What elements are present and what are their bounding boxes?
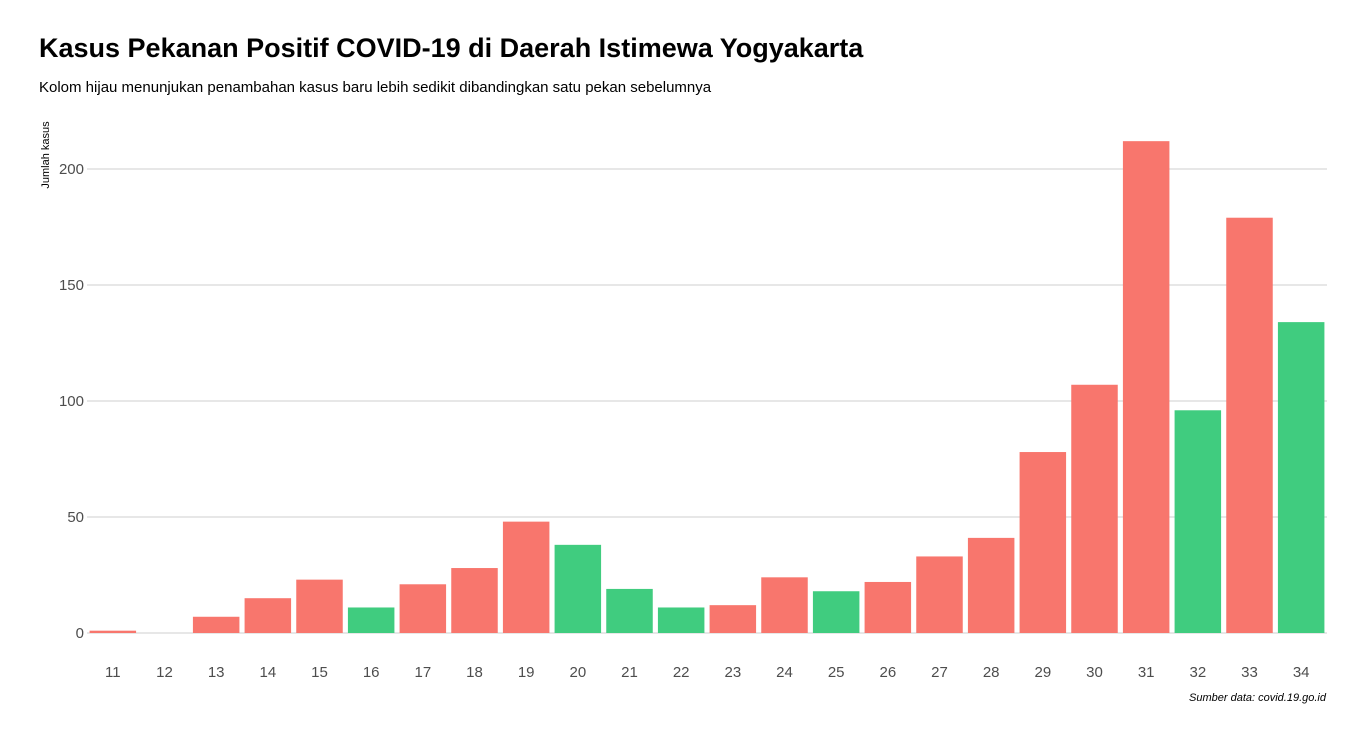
y-tick-label: 50 xyxy=(67,509,84,526)
bar-week-15 xyxy=(296,579,343,633)
x-tick-label: 16 xyxy=(363,664,380,681)
x-tick-label: 30 xyxy=(1086,664,1103,681)
x-tick-label: 23 xyxy=(724,664,741,681)
y-tick-label: 0 xyxy=(76,625,84,642)
y-tick-label: 150 xyxy=(59,277,84,294)
bar-week-33 xyxy=(1226,217,1273,633)
x-tick-label: 11 xyxy=(105,664,121,681)
bar-week-23 xyxy=(709,605,757,633)
source-caption: Sumber data: covid.19.go.id xyxy=(1189,692,1326,704)
bar-week-31 xyxy=(1122,141,1170,633)
bar-week-25 xyxy=(812,591,860,633)
y-axis-ticks: 0 50 100 150 200 xyxy=(59,161,84,642)
x-tick-label: 24 xyxy=(776,664,793,681)
x-tick-label: 12 xyxy=(156,664,173,681)
x-tick-label: 31 xyxy=(1138,664,1155,681)
chart-title: Kasus Pekanan Positif COVID-19 di Daerah… xyxy=(39,33,864,63)
bar-week-16 xyxy=(347,607,395,633)
bar-week-18 xyxy=(451,568,498,633)
x-tick-label: 25 xyxy=(828,664,845,681)
x-tick-label: 14 xyxy=(259,664,276,681)
bar-week-30 xyxy=(1071,384,1118,633)
x-tick-label: 17 xyxy=(414,664,431,681)
bar-week-14 xyxy=(244,598,292,633)
y-tick-label: 200 xyxy=(59,161,84,178)
bar-week-27 xyxy=(916,556,963,633)
x-tick-label: 21 xyxy=(621,664,638,681)
bar-week-19 xyxy=(502,521,550,633)
x-tick-label: 18 xyxy=(466,664,483,681)
x-tick-label: 19 xyxy=(518,664,535,681)
bars xyxy=(89,141,1325,633)
x-tick-label: 13 xyxy=(208,664,225,681)
chart-subtitle: Kolom hijau menunjukan penambahan kasus … xyxy=(39,79,712,96)
x-tick-label: 22 xyxy=(673,664,690,681)
bar-week-29 xyxy=(1019,452,1067,633)
bar-week-21 xyxy=(606,588,653,633)
bar-week-32 xyxy=(1174,410,1222,633)
x-tick-label: 27 xyxy=(931,664,948,681)
bar-week-17 xyxy=(399,584,447,633)
bar-week-34 xyxy=(1277,322,1325,633)
bar-week-20 xyxy=(554,544,602,633)
y-axis-label: Jumlah kasus xyxy=(40,121,52,189)
x-tick-label: 15 xyxy=(311,664,328,681)
x-tick-label: 34 xyxy=(1293,664,1310,681)
bar-week-13 xyxy=(192,616,240,633)
x-tick-label: 33 xyxy=(1241,664,1258,681)
x-tick-label: 26 xyxy=(879,664,896,681)
x-tick-label: 29 xyxy=(1034,664,1051,681)
bar-week-28 xyxy=(967,537,1015,633)
bar-week-24 xyxy=(761,577,808,633)
x-axis-ticks: 11 12 13 14 15 16 17 18 19 20 21 22 23 24 25 26 27 28 29 30… xyxy=(105,664,1309,681)
gridlines xyxy=(87,168,1327,634)
bar-week-26 xyxy=(864,581,912,633)
bar-week-22 xyxy=(657,607,705,633)
bar-week-11 xyxy=(89,630,137,633)
y-tick-label: 100 xyxy=(59,393,84,410)
x-tick-label: 28 xyxy=(983,664,1000,681)
x-tick-label: 20 xyxy=(569,664,586,681)
x-tick-label: 32 xyxy=(1189,664,1206,681)
